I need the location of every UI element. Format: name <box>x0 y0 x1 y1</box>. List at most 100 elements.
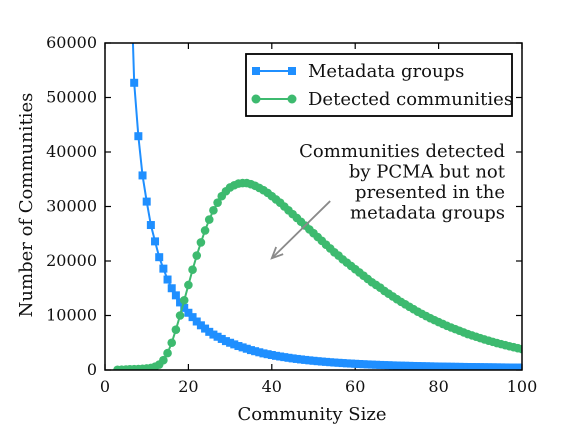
data-point-square <box>201 324 210 333</box>
data-point-square <box>192 317 201 326</box>
data-point-square <box>326 358 335 367</box>
data-point-square <box>296 355 305 364</box>
data-point-square <box>221 337 230 346</box>
data-point-square <box>330 358 339 367</box>
legend-entry: Detected communities <box>251 89 513 110</box>
data-point-square <box>246 346 255 355</box>
data-point-square <box>359 360 368 369</box>
y-tick-label: 60000 <box>46 33 97 52</box>
data-point-square <box>196 321 205 330</box>
data-point-square <box>146 221 155 230</box>
data-point-square <box>455 362 464 370</box>
legend-marker-square <box>252 67 260 75</box>
data-point-square <box>159 264 168 273</box>
data-point-square <box>476 363 485 370</box>
data-point-circle <box>192 251 202 260</box>
data-point-square <box>367 360 376 369</box>
annotation-arrow-shaft <box>271 200 331 259</box>
data-point-square <box>384 361 393 370</box>
data-point-square <box>317 357 326 366</box>
y-tick-label: 20000 <box>46 251 97 270</box>
data-point-square <box>413 362 422 370</box>
data-point-square <box>176 298 185 307</box>
data-point-square <box>155 253 164 262</box>
data-point-square <box>134 132 143 141</box>
data-point-square <box>267 351 276 360</box>
data-point-square <box>355 360 364 369</box>
axis-ticks: 0 20 40 60 80 100 0 10000 20000 30000 40000 50000 60… <box>46 33 537 396</box>
data-point-square <box>292 354 301 363</box>
data-point-square <box>351 359 360 368</box>
data-point-square <box>451 362 460 370</box>
data-point-square <box>205 327 214 336</box>
data-point-circle <box>184 280 193 290</box>
data-point-square <box>238 343 247 352</box>
data-point-square <box>501 363 510 370</box>
data-point-square <box>430 362 439 370</box>
data-point-square <box>163 275 172 284</box>
data-point-square <box>138 171 147 180</box>
data-point-square <box>230 340 239 349</box>
data-point-square <box>288 354 297 363</box>
data-point-square <box>505 363 514 370</box>
legend-marker-circle <box>287 94 297 104</box>
data-point-square <box>309 356 318 365</box>
legend-marker-circle <box>251 94 261 104</box>
data-point-square <box>213 332 222 341</box>
data-point-square <box>363 360 372 369</box>
legend-entry: Metadata groups <box>252 61 464 82</box>
data-point-square <box>217 334 226 343</box>
data-point-square <box>438 362 447 370</box>
data-point-square <box>472 363 481 370</box>
data-point-square <box>167 284 176 293</box>
data-point-square <box>409 361 418 370</box>
data-point-square <box>467 363 476 370</box>
data-point-square <box>313 357 322 366</box>
x-tick-label: 100 <box>507 377 538 396</box>
data-point-square <box>372 360 381 369</box>
data-point-square <box>417 362 426 370</box>
plot-frame <box>104 42 523 371</box>
data-point-square <box>130 78 139 87</box>
legend-box <box>245 53 513 117</box>
data-point-square <box>271 351 280 360</box>
data-point-square <box>422 362 431 370</box>
y-tick-label: 10000 <box>46 306 97 325</box>
data-point-circle <box>204 215 214 224</box>
data-point-circle <box>175 311 185 320</box>
data-point-square <box>492 363 501 370</box>
data-point-square <box>497 363 506 370</box>
data-point-circle <box>171 325 181 334</box>
data-point-square <box>184 308 193 317</box>
data-point-square <box>242 344 251 353</box>
data-point-square <box>518 363 522 370</box>
data-point-square <box>347 359 356 368</box>
y-tick-label: 0 <box>87 360 97 379</box>
data-point-square <box>459 362 468 370</box>
data-point-square <box>480 363 489 370</box>
series-layer <box>113 43 522 370</box>
data-point-square <box>376 360 385 369</box>
data-point-square <box>280 353 289 362</box>
data-point-square <box>255 348 264 357</box>
data-point-square <box>434 362 443 370</box>
data-point-circle <box>200 226 210 235</box>
data-point-square <box>171 291 180 300</box>
data-point-square <box>401 361 410 370</box>
data-point-circle <box>188 265 197 275</box>
data-point-square <box>276 352 285 361</box>
data-point-square <box>259 349 268 358</box>
series-detected-communities <box>113 178 522 370</box>
annotation-text-line: Communities detected <box>299 141 505 162</box>
data-point-circle <box>163 348 172 358</box>
data-point-square <box>322 357 331 366</box>
data-point-square <box>251 347 260 356</box>
data-point-circle <box>517 344 522 354</box>
plot-border <box>104 42 523 371</box>
data-point-square <box>284 353 293 362</box>
y-tick-label: 40000 <box>46 142 97 161</box>
annotation-text-line: by PCMA but not <box>349 162 506 183</box>
legend-label: Metadata groups <box>308 61 464 82</box>
